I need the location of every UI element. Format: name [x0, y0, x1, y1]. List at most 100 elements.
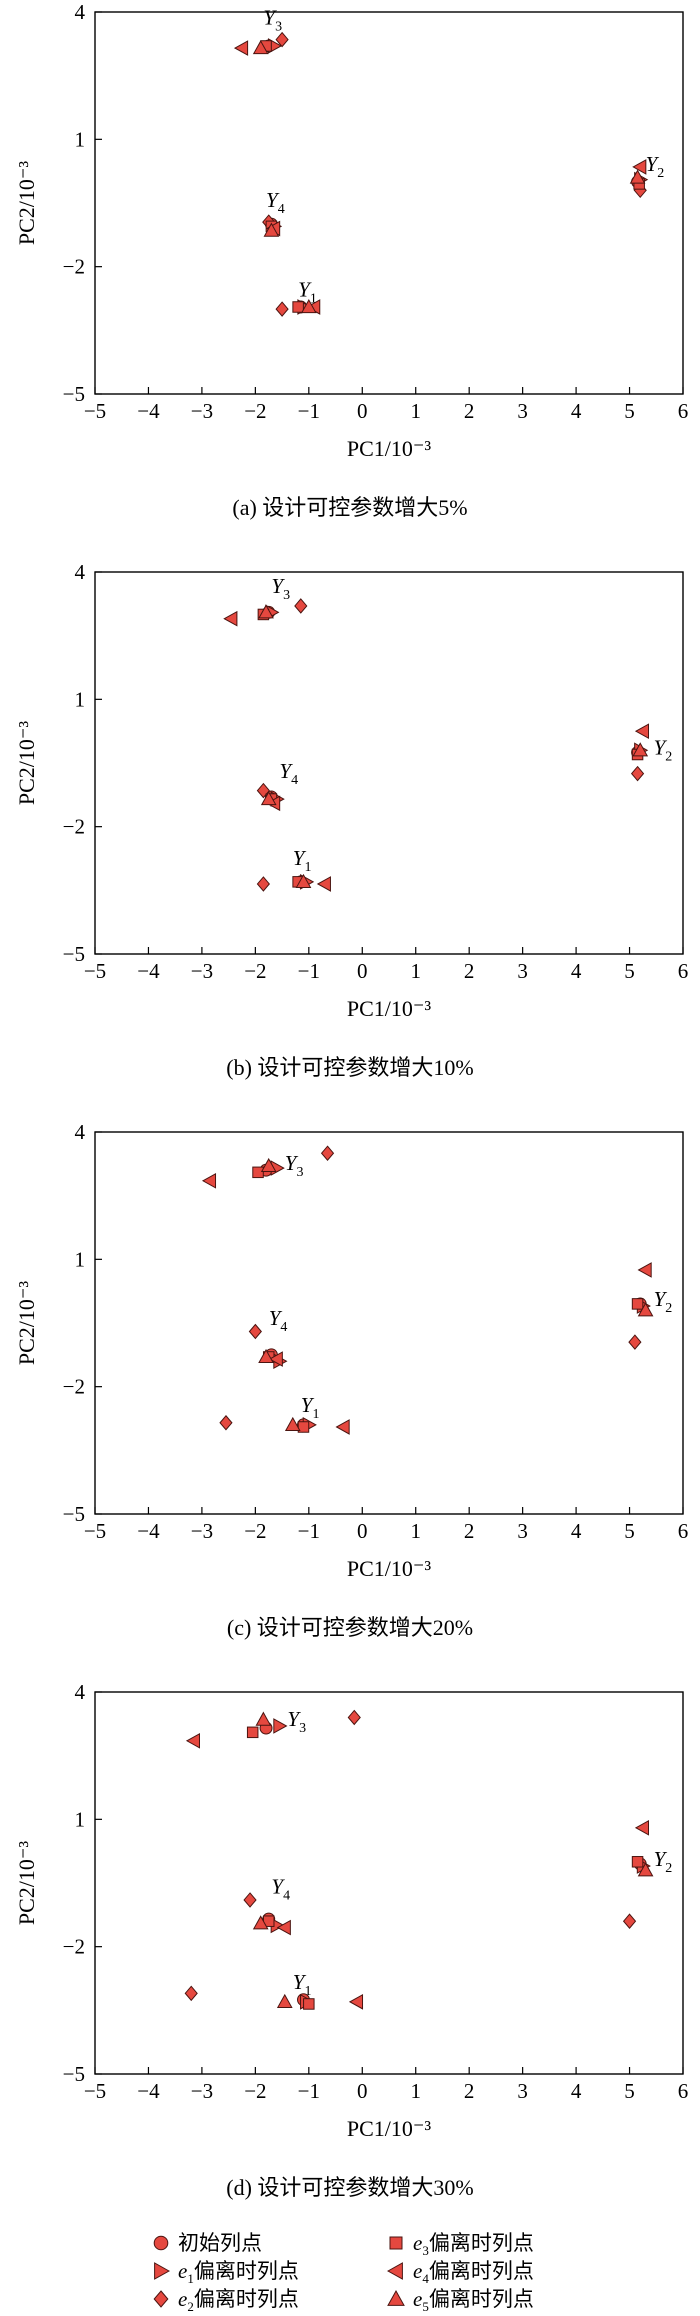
series-e2	[184, 1709, 637, 2002]
series-e5	[258, 1157, 654, 1431]
data-point-e2	[184, 1985, 198, 2002]
x-tick-label: 6	[678, 1519, 689, 1543]
y-tick-label: 1	[75, 1247, 86, 1271]
x-tick-label: 0	[357, 399, 368, 423]
legend-marker-shape-e2	[153, 2290, 169, 2308]
y-axis-label: PC2/10⁻³	[14, 160, 39, 245]
legend-marker-shape-e4	[386, 2262, 403, 2280]
cluster-label-y1: Y1	[298, 277, 317, 306]
x-tick-label: 2	[464, 2079, 475, 2103]
data-point-e2	[622, 1913, 637, 1929]
data-point-e2	[347, 1709, 361, 1726]
x-tick-label: 5	[624, 1519, 635, 1543]
series-initial	[262, 39, 645, 314]
data-point-e4	[233, 40, 249, 56]
scatter-plot: −5 −4 −3 −2 −1 0 1 2 3 4 5 6 4 1 −2 −5 PC1/10⁻³ PC2/10⁻³ Y…	[14, 1120, 689, 1581]
legend-item-e4: e4偏离时列点	[385, 2258, 534, 2287]
data-point-e5	[255, 1711, 272, 1726]
data-point-e2	[243, 1892, 257, 1908]
y-tick-label: −5	[63, 942, 85, 966]
data-point-e5	[300, 298, 317, 314]
legend-label-e4: e4偏离时列点	[413, 2258, 534, 2287]
series-e5	[258, 604, 649, 888]
plot-frame	[94, 571, 684, 955]
data-point-e3	[246, 1726, 259, 1739]
y-tick-label: 4	[75, 1120, 86, 1144]
legend-item-e2: e2偏离时列点	[150, 2286, 299, 2314]
series-e2	[256, 598, 645, 892]
cluster-label-y1: Y1	[293, 1970, 312, 1999]
legend-marker-initial	[153, 2235, 169, 2251]
y-tick-label: −5	[63, 1502, 85, 1526]
series-e1	[270, 1718, 651, 2010]
data-point-e3	[631, 1856, 644, 1868]
data-point-e2	[275, 31, 289, 48]
data-point-e5	[295, 873, 312, 888]
series-initial	[262, 605, 645, 889]
legend-item-initial: 初始列点	[150, 2230, 262, 2256]
series-e3	[246, 1726, 644, 2010]
x-tick-label: −3	[191, 2079, 213, 2103]
x-tick-label: 0	[357, 959, 368, 983]
x-axis-label: PC1/10⁻³	[347, 2116, 432, 2141]
series-e4	[185, 1732, 650, 2010]
cluster-label-y2: Y2	[654, 736, 673, 765]
x-tick-label: −4	[137, 1519, 160, 1543]
cluster-label-y4: Y4	[269, 1306, 288, 1335]
data-point-e4	[632, 159, 647, 175]
legend-marker-e2	[153, 2290, 169, 2308]
data-point-e2	[320, 1145, 335, 1161]
x-tick-label: 3	[517, 399, 528, 423]
y-tick-label: 1	[75, 1807, 86, 1831]
x-tick-label: 0	[357, 2079, 368, 2103]
data-point-e2	[628, 1334, 642, 1350]
y-tick-label: −2	[63, 1935, 85, 1959]
x-tick-label: 5	[624, 2079, 635, 2103]
y-tick-label: 4	[75, 1680, 86, 1704]
y-tick-label: −2	[63, 815, 85, 839]
x-tick-label: −4	[137, 2079, 160, 2103]
legend-marker-e4	[386, 2262, 403, 2280]
x-tick-label: −2	[244, 2079, 266, 2103]
panel-caption: (c) 设计可控参数增大20%	[226, 1615, 474, 1640]
legend-item-e3: e3偏离时列点	[385, 2230, 534, 2258]
x-axis-label: PC1/10⁻³	[347, 1556, 432, 1581]
legend-item-e1: e1偏离时列点	[150, 2258, 299, 2286]
legend-marker-shape-initial	[153, 2235, 169, 2251]
series-e4	[201, 1172, 652, 1435]
data-point-e5	[276, 1993, 293, 2008]
series-e1	[270, 1160, 651, 1433]
x-tick-label: −4	[137, 959, 160, 983]
scatter-plot: −5 −4 −3 −2 −1 0 1 2 3 4 5 6 4 1 −2 −5 PC1/10⁻³ PC2/10⁻³ Y…	[14, 560, 688, 1021]
x-tick-label: −3	[191, 959, 213, 983]
y-tick-label: −5	[63, 382, 85, 406]
legend-marker-shape-e3	[389, 2236, 403, 2250]
x-tick-label: −2	[244, 959, 266, 983]
data-point-e5	[629, 169, 646, 184]
x-tick-label: −2	[244, 399, 266, 423]
data-point-e4	[316, 876, 331, 892]
data-point-e5	[258, 604, 274, 619]
cluster-label-y3: Y3	[285, 1151, 304, 1180]
data-point-e2	[219, 1414, 233, 1431]
chart-panel-2: −5 −4 −3 −2 −1 0 1 2 3 4 5 6 4 1 −2 −5 PC1/10⁻³ PC2/10⁻³ Y…	[0, 1120, 700, 1680]
data-point-e3	[252, 1166, 264, 1179]
legend-marker-e3	[389, 2236, 403, 2250]
series-e5	[252, 1711, 654, 2008]
x-tick-label: 3	[517, 959, 528, 983]
legend-marker-e1	[154, 2262, 171, 2280]
data-point-e5	[632, 742, 649, 757]
cluster-label-y2: Y2	[646, 152, 665, 181]
data-point-e4	[276, 1919, 291, 1936]
series-e3	[260, 40, 645, 313]
cluster-label-y3: Y3	[287, 1707, 306, 1736]
x-tick-label: 2	[464, 1519, 475, 1543]
series-e1	[265, 604, 649, 890]
x-tick-label: −5	[84, 399, 106, 423]
x-tick-label: −1	[298, 2079, 320, 2103]
legend-marker-e5	[387, 2289, 405, 2306]
y-tick-label: 1	[75, 127, 86, 151]
x-tick-label: 2	[464, 959, 475, 983]
x-tick-label: −2	[244, 1519, 266, 1543]
x-tick-label: −4	[137, 399, 160, 423]
